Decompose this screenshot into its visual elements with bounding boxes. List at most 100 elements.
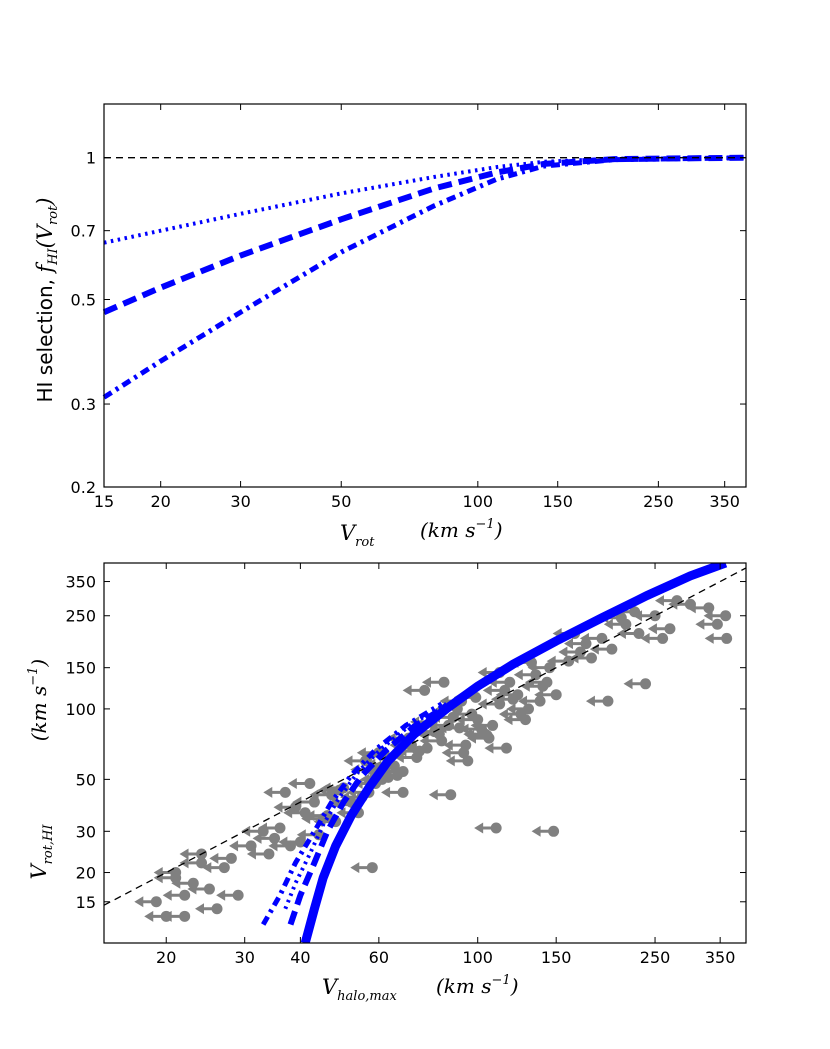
bottom-x-tick-label: 40 — [290, 948, 310, 967]
bottom-y-axis-title: Vrot,HI — [27, 824, 56, 880]
upper-limit-arrow-head — [428, 789, 438, 801]
scatter-marker — [211, 903, 223, 915]
upper-limit-arrow-head — [268, 840, 278, 852]
scatter-point — [381, 786, 409, 798]
scatter-point — [647, 623, 676, 635]
upper-limit-arrow-head — [603, 618, 613, 630]
scatter-marker — [580, 638, 592, 650]
top-y-tick-label: 0.2 — [71, 478, 96, 497]
scatter-point — [703, 610, 732, 622]
bottom-y-tick-label: 150 — [65, 659, 96, 678]
upper-limit-arrow-head — [278, 836, 288, 848]
scatter-marker — [487, 719, 499, 731]
bottom-x-tick-label: 100 — [462, 948, 493, 967]
upper-limit-arrow-head — [195, 903, 205, 915]
scatter-marker — [550, 689, 562, 701]
scatter-point — [623, 678, 652, 690]
scatter-point — [495, 689, 524, 701]
upper-limit-arrow-head — [704, 632, 714, 644]
top-panel: 15 20 30 50 100 150 250 350 0.20.30.50.71 Vrot … — [33, 103, 747, 550]
scatter-marker — [170, 872, 182, 884]
top-series-dotted — [103, 155, 747, 245]
scatter-marker — [382, 771, 394, 783]
upper-limit-arrow-head — [518, 695, 528, 707]
upper-limit-arrow-head — [309, 789, 319, 801]
scatter-marker — [522, 703, 534, 715]
upper-limit-arrow-head — [455, 714, 465, 726]
top-series-dash-dot — [102, 155, 747, 400]
scatter-point — [465, 729, 493, 741]
scatter-marker — [445, 789, 457, 801]
bottom-y-ticks: 15 20 30 50 100 150 250 350 — [65, 573, 746, 912]
scatter-point — [704, 632, 733, 644]
upper-limit-arrow-head — [263, 786, 273, 798]
scatter-point — [513, 669, 542, 681]
upper-limit-arrow-head — [531, 825, 541, 837]
bottom-y-tick-label: 100 — [65, 700, 96, 719]
scatter-marker — [472, 714, 484, 726]
bottom-x-tick-label: 60 — [369, 948, 389, 967]
upper-limit-arrow-head — [506, 703, 516, 715]
scatter-point — [195, 903, 223, 915]
scatter-marker — [218, 862, 230, 874]
bottom-x-tick-label: 150 — [541, 948, 572, 967]
bottom-x-tick-label: 350 — [705, 948, 736, 967]
scatter-marker — [519, 714, 531, 726]
scatter-marker — [279, 786, 291, 798]
scatter-point — [263, 786, 291, 798]
upper-limit-arrow-head — [305, 810, 315, 822]
top-x-tick-label: 250 — [643, 492, 674, 511]
upper-limit-arrow-head — [350, 862, 360, 874]
scatter-point — [202, 862, 230, 874]
upper-limit-arrow-head — [394, 752, 404, 764]
top-x-ticks: 15 20 30 50 100 150 250 350 — [94, 104, 740, 511]
bottom-series-dashed — [287, 703, 448, 926]
top-x-tick-label: 15 — [94, 492, 114, 511]
bottom-y-tick-label: 15 — [76, 893, 96, 912]
upper-limit-arrow-head — [381, 786, 391, 798]
upper-limit-arrow-head — [229, 840, 239, 852]
upper-limit-arrow-head — [498, 708, 508, 720]
upper-limit-arrow-head — [477, 698, 487, 710]
scatter-marker — [500, 742, 512, 754]
upper-limit-arrow-head — [405, 742, 415, 754]
bottom-series-dash-dot — [261, 701, 443, 926]
scatter-point — [273, 801, 301, 813]
scatter-marker — [703, 602, 715, 614]
scatter-point — [589, 643, 618, 655]
scatter-point — [209, 852, 237, 864]
upper-limit-arrow-head — [402, 684, 412, 696]
scatter-marker — [664, 623, 676, 635]
scatter-marker — [397, 786, 409, 798]
scatter-marker — [534, 695, 546, 707]
upper-limit-arrow-head — [546, 655, 556, 667]
scatter-point — [445, 755, 474, 767]
upper-limit-arrow-head — [445, 755, 455, 767]
top-x-tick-label: 50 — [331, 492, 351, 511]
upper-limit-arrow-head — [465, 729, 475, 741]
scatter-marker — [504, 676, 516, 688]
upper-limit-arrow-head — [490, 693, 500, 705]
upper-limit-arrow-head — [695, 618, 705, 630]
upper-limit-arrow-head — [202, 862, 212, 874]
upper-limit-arrow-head — [419, 735, 429, 747]
bottom-y-tick-label: 50 — [76, 770, 96, 789]
scatter-point — [229, 840, 257, 852]
scatter-point — [484, 742, 512, 754]
top-series-lines — [102, 154, 747, 400]
scatter-marker — [458, 747, 470, 759]
scatter-point — [564, 638, 592, 650]
scatter-point — [428, 789, 457, 801]
upper-limit-arrow-head — [459, 723, 469, 735]
scatter-point — [616, 627, 645, 639]
upper-limit-arrow-head — [296, 829, 306, 841]
upper-limit-arrow-head — [640, 632, 650, 644]
upper-limit-arrow-head — [585, 695, 595, 707]
top-y-tick-label: 0.3 — [71, 395, 96, 414]
upper-limit-arrow-head — [484, 742, 494, 754]
upper-limit-arrow-head — [421, 676, 431, 688]
scatter-marker — [433, 728, 445, 740]
bottom-x-axis-units: (km s−1) — [436, 973, 519, 998]
scatter-marker — [721, 632, 733, 644]
scatter-point — [518, 695, 546, 707]
